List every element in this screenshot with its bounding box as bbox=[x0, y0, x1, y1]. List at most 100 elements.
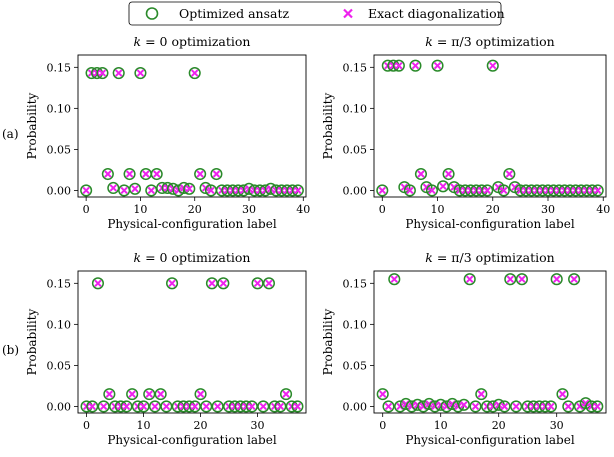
ansatz-point bbox=[257, 400, 270, 413]
ansatz-point bbox=[166, 277, 179, 290]
exact-point bbox=[98, 69, 107, 77]
exact-point-stroke bbox=[558, 390, 567, 398]
x-tick-label: 20 bbox=[492, 419, 506, 432]
exact-point bbox=[120, 186, 128, 195]
x-tick-label: 20 bbox=[194, 419, 208, 432]
exact-point bbox=[406, 186, 414, 195]
exact-point-stroke bbox=[248, 402, 256, 411]
exact-point-stroke bbox=[477, 390, 486, 398]
ansatz-point bbox=[97, 400, 110, 413]
exact-point-stroke bbox=[196, 170, 204, 178]
ansatz-point bbox=[103, 388, 116, 401]
ansatz-point bbox=[431, 59, 444, 72]
exact-point bbox=[293, 402, 302, 411]
y-axis-label: Probability bbox=[321, 92, 335, 159]
exact-point bbox=[265, 279, 273, 288]
exact-point bbox=[494, 183, 502, 191]
exact-point-stroke bbox=[212, 170, 221, 178]
exact-point-stroke bbox=[162, 402, 171, 411]
exact-point-stroke bbox=[433, 61, 442, 70]
exact-point bbox=[282, 390, 290, 398]
exact-point-stroke bbox=[153, 170, 161, 178]
ansatz-point bbox=[251, 277, 264, 290]
ansatz-point bbox=[591, 400, 604, 413]
y-axis-label: Probability bbox=[25, 308, 39, 375]
legend-ansatz-marker bbox=[145, 7, 159, 20]
ansatz-point bbox=[91, 277, 104, 290]
exact-point-stroke bbox=[378, 186, 386, 195]
exact-point-stroke bbox=[395, 61, 403, 70]
ansatz-point bbox=[107, 181, 120, 195]
exact-point-stroke bbox=[400, 183, 409, 191]
y-tick-label: 0.10 bbox=[47, 318, 72, 331]
exact-point-stroke bbox=[265, 279, 273, 288]
ansatz-point bbox=[148, 400, 161, 413]
exact-point-stroke bbox=[276, 402, 285, 411]
exact-point bbox=[439, 182, 447, 191]
ansatz-point bbox=[394, 400, 407, 413]
exact-point-stroke bbox=[142, 170, 150, 178]
exact-point bbox=[253, 279, 262, 288]
exact-point bbox=[581, 399, 590, 407]
exact-point-stroke bbox=[594, 186, 602, 195]
exact-point bbox=[593, 402, 602, 411]
exact-point bbox=[207, 186, 215, 195]
exact-point-stroke bbox=[576, 402, 584, 411]
exact-point bbox=[411, 61, 420, 70]
ansatz-point bbox=[188, 400, 201, 413]
x-tick-label: 0 bbox=[379, 203, 386, 216]
y-tick-label: 0.05 bbox=[47, 359, 72, 372]
y-tick-label: 0.00 bbox=[47, 400, 72, 413]
exact-point-stroke bbox=[145, 390, 153, 398]
exact-point bbox=[465, 275, 474, 283]
exact-point bbox=[390, 275, 399, 283]
exact-point-stroke bbox=[213, 402, 222, 411]
ansatz-point bbox=[568, 273, 581, 286]
ansatz-point bbox=[510, 400, 523, 413]
legend-exact-marker bbox=[343, 8, 353, 19]
exact-point bbox=[477, 390, 486, 398]
exact-point bbox=[109, 184, 117, 192]
legend-exact-label: Exact diagonalization bbox=[368, 6, 505, 21]
exact-point bbox=[208, 279, 216, 288]
exact-point-stroke bbox=[147, 186, 155, 195]
ansatz-point bbox=[210, 167, 223, 181]
exact-point-stroke bbox=[442, 402, 451, 411]
exact-point bbox=[518, 275, 526, 283]
ansatz-point bbox=[154, 388, 167, 401]
exact-point bbox=[505, 170, 514, 178]
exact-point bbox=[191, 402, 199, 411]
ansatz-point bbox=[188, 67, 201, 80]
ansatz-point bbox=[86, 400, 99, 413]
exact-point-stroke bbox=[122, 402, 131, 411]
exact-point-stroke bbox=[136, 69, 145, 77]
exact-point bbox=[576, 402, 584, 411]
exact-point-stroke bbox=[552, 275, 561, 283]
legend-ansatz-label: Optimized ansatz bbox=[179, 6, 289, 21]
exact-point bbox=[276, 402, 285, 411]
exact-point-stroke bbox=[465, 275, 474, 283]
exact-point-stroke bbox=[570, 275, 578, 283]
exact-point bbox=[450, 183, 458, 191]
exact-point-stroke bbox=[450, 183, 458, 191]
exact-point bbox=[128, 390, 136, 398]
ansatz-point bbox=[376, 388, 389, 401]
ansatz-point bbox=[556, 388, 569, 401]
ansatz-point bbox=[376, 184, 389, 197]
exact-point-stroke bbox=[120, 186, 128, 195]
ansatz-point bbox=[217, 277, 230, 290]
exact-point-stroke bbox=[253, 279, 262, 288]
ansatz-point bbox=[388, 273, 401, 286]
ansatz-point bbox=[126, 388, 139, 401]
y-tick-label: 0.15 bbox=[47, 277, 72, 290]
y-tick-label: 0.00 bbox=[343, 400, 368, 413]
exact-point-stroke bbox=[185, 185, 193, 193]
exact-point bbox=[558, 390, 567, 398]
x-tick-label: 30 bbox=[550, 419, 564, 432]
legend: Optimized ansatz Exact diagonalization bbox=[128, 1, 505, 26]
exact-point bbox=[125, 170, 134, 178]
y-tick-label: 0.10 bbox=[47, 102, 72, 115]
ansatz-point bbox=[573, 400, 586, 413]
exact-point bbox=[168, 279, 176, 288]
exact-point-stroke bbox=[156, 390, 165, 398]
